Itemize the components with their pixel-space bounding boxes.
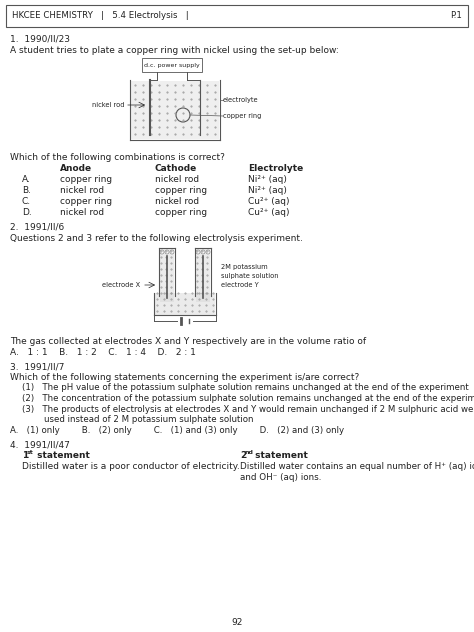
Text: electrode Y: electrode Y (221, 282, 259, 288)
Text: 1: 1 (22, 451, 28, 460)
Text: 92: 92 (231, 618, 243, 627)
Circle shape (206, 250, 210, 254)
Text: Anode: Anode (60, 164, 92, 173)
Text: Ni²⁺ (aq): Ni²⁺ (aq) (248, 186, 287, 195)
Text: Which of the following combinations is correct?: Which of the following combinations is c… (10, 153, 225, 162)
Text: nickel rod: nickel rod (155, 197, 199, 206)
Text: nd: nd (245, 450, 254, 455)
Text: copper ring: copper ring (155, 208, 207, 217)
Text: Cu²⁺ (aq): Cu²⁺ (aq) (248, 197, 290, 206)
Circle shape (196, 250, 200, 254)
Circle shape (170, 250, 174, 254)
Text: A.: A. (22, 175, 31, 184)
Text: C.: C. (22, 197, 31, 206)
Text: Cathode: Cathode (155, 164, 197, 173)
Text: copper ring: copper ring (60, 197, 112, 206)
Text: 1.  1990/II/23: 1. 1990/II/23 (10, 35, 70, 44)
Text: B.: B. (22, 186, 31, 195)
Text: P.1: P.1 (450, 11, 462, 20)
Circle shape (165, 250, 169, 254)
Text: 3.  1991/II/7: 3. 1991/II/7 (10, 362, 64, 371)
Text: The gas collected at electrodes X and Y respectively are in the volume ratio of: The gas collected at electrodes X and Y … (10, 337, 366, 346)
Text: copper ring: copper ring (223, 113, 261, 119)
Circle shape (160, 250, 164, 254)
Text: nickel rod: nickel rod (155, 175, 199, 184)
Text: statement: statement (252, 451, 308, 460)
Text: Which of the following statements concerning the experiment is/are correct?: Which of the following statements concer… (10, 373, 359, 382)
Text: 2M potassium: 2M potassium (221, 264, 268, 270)
Text: 4.  1991/II/47: 4. 1991/II/47 (10, 440, 70, 449)
Bar (142, 58, 202, 72)
Text: (3)   The products of electrolysis at electrodes X and Y would remain unchanged : (3) The products of electrolysis at elec… (22, 405, 474, 414)
Text: 2: 2 (240, 451, 246, 460)
Bar (160, 249, 174, 302)
Text: Electrolyte: Electrolyte (248, 164, 303, 173)
Text: Ni²⁺ (aq): Ni²⁺ (aq) (248, 175, 287, 184)
Text: A.   (1) only        B.   (2) only        C.   (1) and (3) only        D.   (2) : A. (1) only B. (2) only C. (1) and (3) o… (10, 426, 344, 435)
Text: (2)   The concentration of the potassium sulphate solution remains unchanged at : (2) The concentration of the potassium s… (22, 394, 474, 403)
Text: statement: statement (34, 451, 90, 460)
Text: copper ring: copper ring (60, 175, 112, 184)
Circle shape (201, 250, 205, 254)
Text: 2.  1991/II/6: 2. 1991/II/6 (10, 223, 64, 232)
Bar (6, 5, 468, 27)
Text: (1)   The pH value of the potassium sulphate solution remains unchanged at the e: (1) The pH value of the potassium sulpha… (22, 383, 469, 392)
Text: electrode X: electrode X (102, 282, 140, 288)
Text: Distilled water is a poor conductor of electricity.: Distilled water is a poor conductor of e… (22, 462, 240, 471)
Text: A student tries to plate a copper ring with nickel using the set-up below:: A student tries to plate a copper ring w… (10, 46, 339, 55)
Bar (131, 81, 219, 139)
Text: used instead of 2 M potassium sulphate solution: used instead of 2 M potassium sulphate s… (22, 415, 254, 424)
Bar (155, 293, 215, 315)
Text: D.: D. (22, 208, 32, 217)
Text: Questions 2 and 3 refer to the following electrolysis experiment.: Questions 2 and 3 refer to the following… (10, 234, 303, 243)
Text: nickel rod: nickel rod (60, 186, 104, 195)
Bar (196, 249, 210, 302)
Text: HKCEE CHEMISTRY   |   5.4 Electrolysis   |: HKCEE CHEMISTRY | 5.4 Electrolysis | (12, 11, 189, 20)
Text: and OH⁻ (aq) ions.: and OH⁻ (aq) ions. (240, 473, 321, 482)
Text: nickel rod: nickel rod (92, 102, 125, 108)
Text: Distilled water contains an equal number of H⁺ (aq) ions: Distilled water contains an equal number… (240, 462, 474, 471)
Text: Cu²⁺ (aq): Cu²⁺ (aq) (248, 208, 290, 217)
Text: sulphate solution: sulphate solution (221, 273, 279, 279)
Text: copper ring: copper ring (155, 186, 207, 195)
Text: nickel rod: nickel rod (60, 208, 104, 217)
Text: A.   1 : 1    B.   1 : 2    C.   1 : 4    D.   2 : 1: A. 1 : 1 B. 1 : 2 C. 1 : 4 D. 2 : 1 (10, 348, 196, 357)
Text: st: st (27, 450, 34, 455)
Text: d.c. power supply: d.c. power supply (144, 63, 200, 68)
Text: electrolyte: electrolyte (223, 97, 259, 103)
